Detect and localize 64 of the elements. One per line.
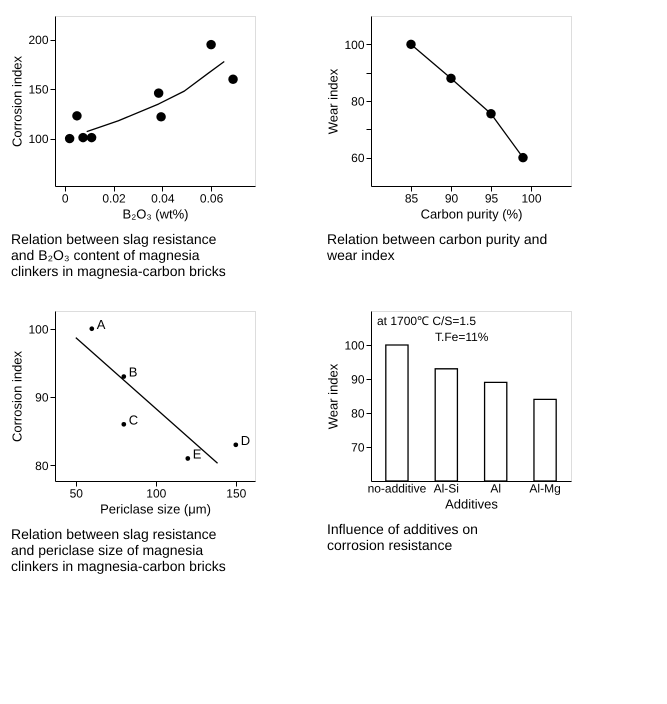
x-tick-label: 100 [521, 192, 542, 206]
x-tick-label: 0 [62, 192, 69, 206]
point [406, 40, 416, 50]
text: Relation between carbon purity and wear index [326, 231, 548, 263]
x-tick-label: Al-Mg [529, 482, 561, 496]
point [64, 134, 74, 144]
point [206, 40, 216, 50]
point [89, 326, 94, 332]
y-tick-label: 80 [351, 94, 365, 108]
y-axis-title: Corrosion index [9, 55, 24, 148]
x-tick-label: Al-Si [434, 482, 459, 496]
x-tick-label: Al [490, 482, 502, 496]
annotation: B [128, 364, 138, 380]
x-tick-label: 0.02 [102, 192, 126, 206]
y-axis-title: Corrosion index [9, 350, 24, 442]
annotation: E [192, 446, 202, 462]
point [233, 442, 238, 448]
annotation: at 1700℃ C/S=1.5 [377, 314, 476, 328]
point [185, 456, 190, 461]
x-axis-title: B₂O₃ (wt%) [122, 206, 188, 222]
point [121, 374, 126, 379]
annotation: T.Fe=11% [435, 330, 489, 344]
y-tick-label: 100 [28, 132, 49, 146]
x-tick-label: 100 [146, 486, 167, 500]
text: Relation between slag resistance and periclase size of magnesia clinkers in magnesia-carbon bricks [10, 526, 226, 574]
x-tick-label: 0.04 [151, 192, 175, 206]
x-tick-label: no-additive [368, 482, 427, 496]
y-tick-label: 80 [35, 458, 49, 473]
text: Influence of additives on corrosion resistance [326, 521, 478, 553]
x-tick-label: 150 [226, 486, 247, 500]
y-tick-label: 200 [28, 33, 49, 48]
point [78, 132, 88, 142]
y-tick-label: 100 [344, 338, 365, 352]
x-tick-label: 95 [484, 192, 498, 206]
x-tick-label: 85 [404, 192, 418, 206]
point [86, 132, 96, 142]
x-tick-label: 0.06 [200, 192, 224, 206]
point [72, 111, 82, 121]
x-tick-label: 90 [444, 192, 458, 206]
y-tick-label: 90 [351, 372, 365, 386]
annotation: D [240, 432, 250, 448]
point [154, 88, 164, 98]
point [518, 152, 528, 162]
x-axis-title: Carbon purity (%) [420, 206, 522, 222]
y-tick-label: 90 [35, 390, 49, 405]
annotation: C [128, 412, 138, 428]
y-tick-label: 100 [344, 38, 365, 52]
point [156, 112, 166, 122]
text: Relation between slag resistance and B₂O₃ content of magnesia clinkers in magnesia-carbon bricks [10, 231, 226, 279]
y-axis-title: Wear index [325, 363, 340, 430]
point [446, 74, 456, 84]
y-tick-label: 150 [28, 82, 49, 97]
x-tick-label: 50 [70, 486, 84, 500]
y-axis-title: Wear index [325, 68, 340, 134]
annotation: A [96, 316, 106, 332]
point [121, 422, 126, 427]
x-axis-title: Periclase size (μm) [100, 502, 211, 516]
point [486, 109, 496, 118]
y-tick-label: 60 [351, 151, 365, 166]
point [228, 74, 238, 84]
y-tick-label: 80 [351, 406, 365, 420]
y-tick-label: 70 [351, 440, 365, 454]
x-axis-title: Additives [445, 496, 498, 512]
y-tick-label: 100 [28, 322, 49, 336]
